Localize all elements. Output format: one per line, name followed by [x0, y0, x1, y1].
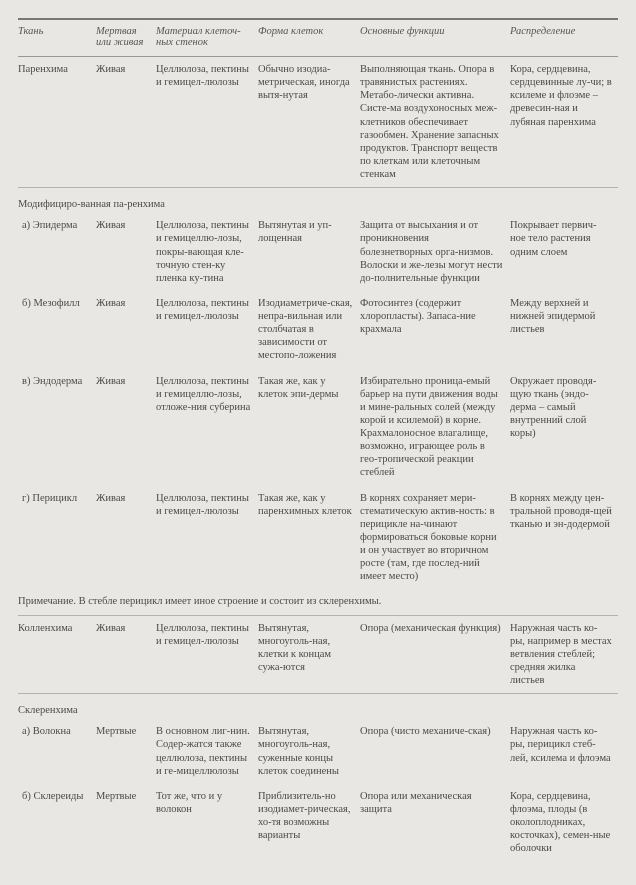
cell: Тот же, что и у волокон — [156, 784, 258, 862]
cell: Мертвые — [96, 784, 156, 862]
cell: Паренхима — [18, 57, 96, 188]
tissue-table: Ткань Мертвая или живая Материал клеточ-… — [18, 18, 618, 861]
cell: Окружает проводя-щую ткань (эндо-дерма –… — [510, 369, 618, 486]
row-volokna: а) Волокна Мертвые В основном лиг-нин. С… — [18, 719, 618, 784]
row-epiderma: а) Эпидерма Живая Целлюлоза, пектины и г… — [18, 213, 618, 291]
cell: Живая — [96, 369, 156, 486]
cell: Целлюлоза, пектины и гемицел-люлозы — [156, 291, 258, 369]
cell: б) Мезофилл — [18, 291, 96, 369]
cell: Целлюлоза, пектины и гемицеллю-лозы, пок… — [156, 213, 258, 291]
cell: Вытянутая, многоуголь-ная, клетки к конц… — [258, 616, 360, 694]
row-kollenchima: Колленхима Живая Целлюлоза, пектины и ге… — [18, 616, 618, 694]
row-parenchyma: Паренхима Живая Целлюлоза, пектины и гем… — [18, 57, 618, 188]
row-scler-header: Склеренхима — [18, 694, 618, 719]
cell: В основном лиг-нин. Содер-жатся также це… — [156, 719, 258, 784]
row-pericycle: г) Перицикл Живая Целлюлоза, пектины и г… — [18, 486, 618, 590]
cell: Вытянутая, многоуголь-ная, суженные конц… — [258, 719, 360, 784]
cell: Наружная часть ко-ры, например в местах … — [510, 616, 618, 694]
cell: Живая — [96, 213, 156, 291]
cell: Живая — [96, 291, 156, 369]
cell: а) Волокна — [18, 719, 96, 784]
cell: Избирательно проница-емый барьер на пути… — [360, 369, 510, 486]
cell: Приблизитель-но изодиамет-рическая, хо-т… — [258, 784, 360, 862]
cell: Покрывает первич-ное тело растения одним… — [510, 213, 618, 291]
cell: Обычно изодиа-метрическая, иногда вытя-н… — [258, 57, 360, 188]
cell: Изодиаметриче-ская, непра-вильная или ст… — [258, 291, 360, 369]
cell: Целлюлоза, пектины и гемицеллю-лозы, отл… — [156, 369, 258, 486]
cell: Вытянутая и уп-лощенная — [258, 213, 360, 291]
cell: В корнях сохраняет мери-стематическую ак… — [360, 486, 510, 590]
col-state: Мертвая или живая — [96, 19, 156, 57]
cell: Такая же, как у клеток эпи-дермы — [258, 369, 360, 486]
cell: Целлюлоза, пектины и гемицел-люлозы — [156, 57, 258, 188]
cell: Опора (чисто механиче-ская) — [360, 719, 510, 784]
cell: Мертвые — [96, 719, 156, 784]
cell: Фотосинтез (содержит хлоропласты). Запас… — [360, 291, 510, 369]
col-material: Материал клеточ- ных стенок — [156, 19, 258, 57]
cell: в) Эндодерма — [18, 369, 96, 486]
section-title: Модифициро-ванная па-ренхима — [18, 188, 618, 213]
cell: Целлюлоза, пектины и гемицел-люлозы — [156, 486, 258, 590]
cell: Кора, сердцевина, флоэма, плоды (в около… — [510, 784, 618, 862]
col-distribution: Распределение — [510, 19, 618, 57]
table-header-row: Ткань Мертвая или живая Материал клеточ-… — [18, 19, 618, 57]
note-text: Примечание. В стебле перицикл имеет иное… — [18, 589, 618, 615]
col-shape: Форма клеток — [258, 19, 360, 57]
cell: В корнях между цен-тральной проводя-щей … — [510, 486, 618, 590]
cell: Защита от высыхания и от проникновения б… — [360, 213, 510, 291]
cell: Между верхней и нижней эпидермой листьев — [510, 291, 618, 369]
cell: Такая же, как у паренхимных клеток — [258, 486, 360, 590]
cell: Целлюлоза, пектины и гемицел-люлозы — [156, 616, 258, 694]
cell: Живая — [96, 57, 156, 188]
cell: Опора или механическая защита — [360, 784, 510, 862]
cell: Колленхима — [18, 616, 96, 694]
row-modified-header: Модифициро-ванная па-ренхима — [18, 188, 618, 213]
row-endoderma: в) Эндодерма Живая Целлюлоза, пектины и … — [18, 369, 618, 486]
section-title: Склеренхима — [18, 694, 618, 719]
cell: Кора, сердцевина, сердцевинные лу-чи; в … — [510, 57, 618, 188]
row-mezofill: б) Мезофилл Живая Целлюлоза, пектины и г… — [18, 291, 618, 369]
cell: Живая — [96, 486, 156, 590]
cell: б) Склереиды — [18, 784, 96, 862]
cell: Выполняющая ткань. Опора в травянистых р… — [360, 57, 510, 188]
row-note: Примечание. В стебле перицикл имеет иное… — [18, 589, 618, 615]
cell: Наружная часть ко-ры, перицикл стеб-лей,… — [510, 719, 618, 784]
cell: а) Эпидерма — [18, 213, 96, 291]
col-functions: Основные функции — [360, 19, 510, 57]
cell: Опора (механическая функция) — [360, 616, 510, 694]
cell: Живая — [96, 616, 156, 694]
row-sklereidy: б) Склереиды Мертвые Тот же, что и у вол… — [18, 784, 618, 862]
page: Ткань Мертвая или живая Материал клеточ-… — [0, 0, 636, 885]
col-tissue: Ткань — [18, 19, 96, 57]
cell: г) Перицикл — [18, 486, 96, 590]
